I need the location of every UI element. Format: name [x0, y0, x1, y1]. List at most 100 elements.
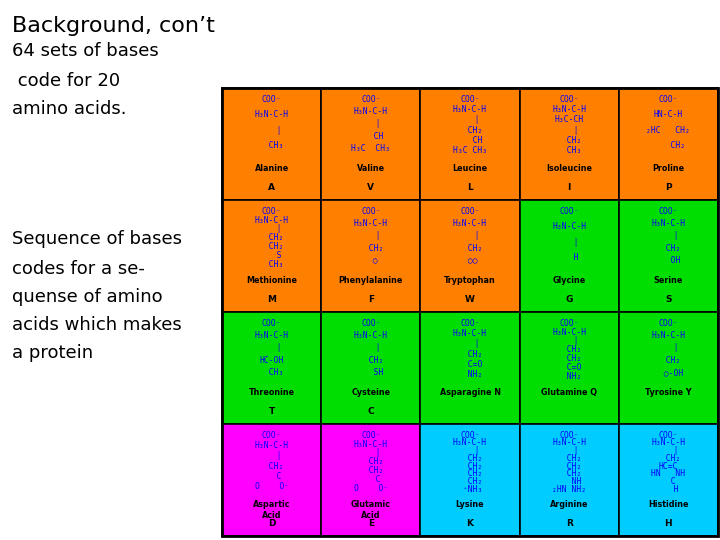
Text: amino acids.: amino acids. — [12, 100, 127, 118]
Text: quense of amino: quense of amino — [12, 288, 163, 306]
Text: COO⁻: COO⁻ — [659, 94, 678, 104]
Text: H₃N-C-H: H₃N-C-H — [552, 222, 586, 231]
Text: H₃N-C-H: H₃N-C-H — [652, 219, 685, 228]
Text: Threonine: Threonine — [248, 388, 294, 397]
Bar — [222, 88, 321, 200]
Text: |: | — [559, 336, 579, 345]
Text: CH₂: CH₂ — [458, 462, 482, 470]
Text: CH₂: CH₂ — [557, 136, 581, 145]
Text: H₃N-C-H: H₃N-C-H — [453, 438, 487, 448]
Text: H₃N-C-H: H₃N-C-H — [354, 331, 388, 340]
Bar — [420, 200, 520, 312]
Text: |: | — [460, 339, 480, 348]
Text: COO⁻: COO⁻ — [460, 207, 480, 215]
Text: |: | — [460, 231, 480, 240]
Text: COO⁻: COO⁻ — [460, 319, 480, 328]
Text: CH₂: CH₂ — [652, 141, 685, 150]
Text: G: G — [565, 295, 573, 304]
Text: COO⁻: COO⁻ — [262, 94, 282, 104]
Text: Serine: Serine — [654, 276, 683, 285]
Text: H: H — [665, 519, 672, 528]
Text: I: I — [567, 183, 571, 192]
Text: COO⁻: COO⁻ — [262, 319, 282, 328]
Text: H₃C  CH₃: H₃C CH₃ — [351, 144, 390, 153]
Text: C: C — [367, 407, 374, 416]
Text: CH₂: CH₂ — [359, 356, 383, 364]
Text: W: W — [465, 295, 475, 304]
Text: acids which makes: acids which makes — [12, 316, 181, 334]
Text: NH: NH — [557, 477, 581, 486]
Text: COO⁻: COO⁻ — [460, 94, 480, 104]
Text: C: C — [262, 472, 282, 481]
Text: O    O⁻: O O⁻ — [255, 482, 289, 491]
Bar — [222, 424, 321, 536]
Text: Tyrosine Y: Tyrosine Y — [645, 388, 692, 397]
Text: Sequence of bases: Sequence of bases — [12, 230, 182, 248]
Text: H₃N-C-H: H₃N-C-H — [552, 438, 586, 448]
Text: D: D — [268, 519, 275, 528]
Text: COO⁻: COO⁻ — [361, 94, 381, 104]
Text: C: C — [361, 475, 381, 484]
Text: COO⁻: COO⁻ — [659, 319, 678, 328]
Bar — [520, 424, 618, 536]
Text: H₃N-C-H: H₃N-C-H — [354, 219, 388, 228]
Text: CH₂: CH₂ — [259, 233, 284, 242]
Text: HN   NH: HN NH — [652, 469, 685, 478]
Text: CH₂: CH₂ — [656, 454, 680, 463]
Text: COO⁻: COO⁻ — [262, 431, 282, 440]
Text: C: C — [661, 477, 675, 486]
Text: CH₂: CH₂ — [458, 244, 482, 253]
Text: E: E — [368, 519, 374, 528]
Text: H₃N-C-H: H₃N-C-H — [354, 440, 388, 449]
Text: NH₂: NH₂ — [557, 372, 581, 381]
Text: |: | — [559, 238, 579, 247]
Text: CH₂: CH₂ — [359, 466, 383, 475]
Text: |: | — [460, 115, 480, 124]
Text: H₃C-CH: H₃C-CH — [554, 115, 584, 124]
Bar — [618, 88, 718, 200]
Text: CH: CH — [458, 136, 482, 145]
Text: |: | — [559, 125, 579, 134]
Text: O    O⁻: O O⁻ — [354, 483, 388, 492]
Text: CH₂: CH₂ — [458, 125, 482, 134]
Text: H₃N-C-H: H₃N-C-H — [453, 329, 487, 338]
Text: code for 20: code for 20 — [12, 72, 120, 90]
Text: CH₂: CH₂ — [259, 462, 284, 470]
Text: HN-C-H: HN-C-H — [654, 110, 683, 119]
Bar — [618, 200, 718, 312]
Bar — [520, 200, 618, 312]
Text: H₃N-C-H: H₃N-C-H — [255, 331, 289, 340]
Text: T: T — [269, 407, 275, 416]
Text: |: | — [262, 224, 282, 233]
Text: |: | — [361, 343, 381, 353]
Bar — [420, 88, 520, 200]
Text: CH₃: CH₃ — [259, 141, 284, 150]
Text: COO⁻: COO⁻ — [361, 431, 381, 440]
Bar — [222, 200, 321, 312]
Text: K: K — [467, 519, 474, 528]
Text: Alanine: Alanine — [254, 164, 289, 173]
Text: CH₂: CH₂ — [458, 349, 482, 359]
Bar — [321, 424, 420, 536]
Text: S: S — [262, 251, 282, 260]
Text: CH₃: CH₃ — [259, 368, 284, 377]
Text: H: H — [659, 484, 678, 494]
Text: COO⁻: COO⁻ — [659, 207, 678, 215]
Bar — [222, 88, 718, 536]
Text: COO⁻: COO⁻ — [361, 207, 381, 215]
Bar — [420, 312, 520, 424]
Text: Glycine: Glycine — [552, 276, 586, 285]
Text: ⁺NH₃: ⁺NH₃ — [458, 484, 482, 494]
Text: COO⁻: COO⁻ — [659, 431, 678, 440]
Text: CH₂: CH₂ — [557, 354, 581, 363]
Text: H₃N-C-H: H₃N-C-H — [453, 105, 487, 114]
Text: OH: OH — [656, 256, 680, 265]
Text: P: P — [665, 183, 672, 192]
Text: COO⁻: COO⁻ — [460, 431, 480, 440]
Bar — [520, 88, 618, 200]
Text: A: A — [268, 183, 275, 192]
Text: H₃N-C-H: H₃N-C-H — [255, 215, 289, 225]
Text: Proline: Proline — [652, 164, 685, 173]
Text: CH₂: CH₂ — [557, 469, 581, 478]
Bar — [321, 88, 420, 200]
